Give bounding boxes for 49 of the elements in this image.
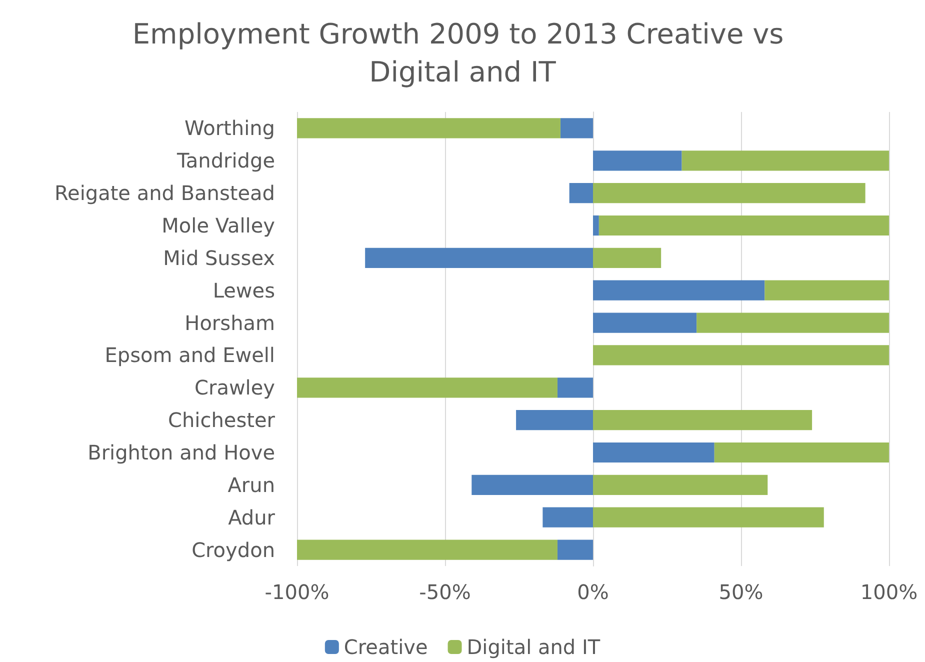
- y-tick-label: Crawley: [194, 376, 276, 400]
- bar: [696, 312, 889, 333]
- legend-label: Digital and IT: [466, 635, 601, 659]
- bar: [593, 215, 599, 236]
- x-tick-label: 0%: [577, 580, 609, 604]
- bar: [557, 540, 593, 560]
- y-tick-label: Adur: [228, 505, 276, 530]
- bar: [472, 474, 593, 495]
- bar: [593, 474, 768, 495]
- bar: [365, 248, 593, 268]
- bar: [593, 312, 697, 333]
- bar: [297, 378, 558, 398]
- bar: [569, 183, 593, 204]
- bar: [598, 215, 889, 236]
- y-tick-label: Lewes: [212, 278, 275, 302]
- x-tick-label: 100%: [860, 580, 918, 604]
- bar: [593, 280, 765, 300]
- bar: [593, 507, 824, 528]
- y-tick-label: Epsom and Ewell: [104, 343, 275, 368]
- chart-title: Employment Growth 2009 to 2013 Creative vs Digital and IT: [132, 18, 793, 88]
- bar: [542, 507, 593, 528]
- bar: [682, 150, 889, 171]
- bar: [714, 442, 889, 463]
- x-tick-label: -100%: [264, 580, 330, 604]
- bar: [764, 280, 889, 300]
- y-tick-label: Worthing: [184, 116, 275, 140]
- y-tick-label: Croydon: [192, 538, 275, 562]
- y-tick-label: Mid Sussex: [163, 246, 276, 270]
- y-tick-label: Reigate and Banstead: [54, 181, 275, 206]
- bar: [593, 345, 889, 366]
- bar: [297, 540, 558, 560]
- y-tick-label: Tandridge: [176, 148, 275, 173]
- y-tick-label: Chichester: [168, 408, 276, 432]
- bar: [560, 118, 593, 138]
- y-tick-label: Brighton and Hove: [88, 440, 275, 464]
- bar: [297, 118, 560, 138]
- bar: [593, 183, 866, 204]
- bar: [593, 248, 662, 268]
- bar: [593, 150, 682, 171]
- bar: [593, 442, 714, 463]
- bar: [557, 378, 593, 398]
- legend-label: Creative: [344, 635, 428, 659]
- bar: [516, 410, 593, 430]
- x-tick-label: -50%: [419, 580, 471, 604]
- x-tick-label: 50%: [718, 580, 764, 604]
- y-tick-label: Mole Valley: [162, 214, 276, 238]
- y-tick-label: Arun: [228, 472, 275, 497]
- bar: [593, 410, 812, 430]
- y-tick-label: Horsham: [184, 310, 275, 335]
